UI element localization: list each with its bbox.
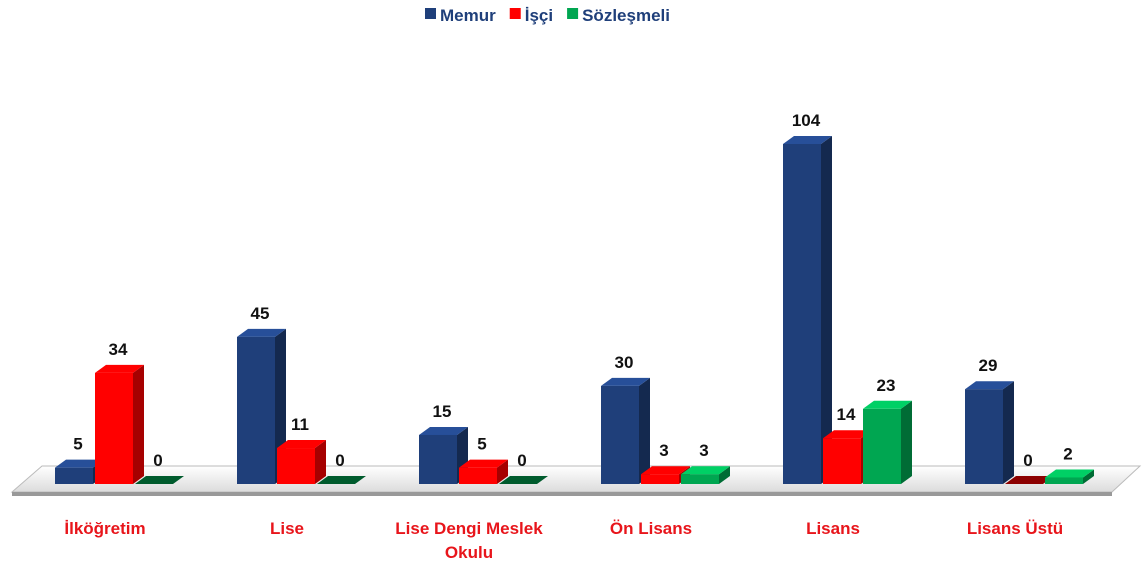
- bar-top: [823, 430, 872, 439]
- data-label: 0: [517, 451, 526, 470]
- bar: [135, 476, 184, 484]
- bar-side: [497, 459, 508, 484]
- bar: [55, 467, 93, 484]
- bar: [317, 476, 366, 484]
- bar-top: [95, 364, 144, 373]
- bar-side: [821, 136, 832, 484]
- bar-side: [133, 364, 144, 484]
- data-label: 34: [109, 340, 128, 359]
- bar: [1005, 476, 1054, 484]
- bar-side: [639, 377, 650, 484]
- x-tick-label: Lise Dengi Meslek Okulu: [395, 519, 543, 562]
- bar: [237, 336, 275, 484]
- data-label: 5: [73, 435, 82, 454]
- legend-label: Sözleşmeli: [582, 6, 670, 25]
- bar-side: [901, 400, 912, 484]
- bar-top: [237, 328, 286, 337]
- data-label: 2: [1063, 444, 1072, 463]
- bar: [681, 474, 719, 484]
- x-tick-label: İlköğretim: [64, 519, 146, 538]
- data-label: 0: [335, 451, 344, 470]
- bar: [601, 385, 639, 484]
- bar-top: [681, 466, 730, 475]
- data-label: 11: [291, 415, 309, 434]
- data-label: 3: [699, 441, 708, 460]
- x-tick-label: Ön Lisans: [609, 519, 693, 538]
- bar-top: [55, 459, 104, 468]
- floor-edge: [12, 492, 1112, 496]
- bar: [499, 476, 548, 484]
- bar: [459, 467, 497, 484]
- bar: [641, 474, 679, 484]
- bar: [863, 408, 901, 484]
- data-label: 0: [153, 451, 162, 470]
- data-label: 14: [837, 405, 856, 424]
- x-tick-label: Lisans: [806, 519, 860, 538]
- bar: [823, 438, 861, 484]
- data-label: 23: [877, 376, 896, 395]
- bar-top: [419, 426, 468, 435]
- legend-swatch: [425, 8, 436, 19]
- bar: [277, 448, 315, 484]
- bar: [1045, 477, 1083, 484]
- data-label: 0: [1023, 451, 1032, 470]
- data-label: 3: [659, 441, 668, 460]
- x-tick-label: Lise: [269, 519, 305, 538]
- bar: [783, 144, 821, 484]
- bar-top: [641, 466, 690, 475]
- bar: [419, 434, 457, 484]
- legend-swatch: [509, 8, 521, 19]
- bar-top: [601, 377, 650, 386]
- bar: [95, 372, 133, 484]
- bar-top: [1045, 469, 1094, 478]
- data-label: 29: [979, 356, 998, 375]
- data-label: 5: [477, 435, 486, 454]
- bar-top: [459, 459, 508, 468]
- bar-side: [315, 440, 326, 484]
- bar-side: [1003, 381, 1014, 484]
- bar-top: [965, 381, 1014, 390]
- data-label: 15: [433, 402, 452, 421]
- bar: [965, 389, 1003, 484]
- legend-label: Memur: [440, 6, 496, 25]
- legend-swatch: [567, 8, 579, 19]
- bar-top: [783, 136, 832, 144]
- legend-label: İşçi: [525, 6, 553, 25]
- bar-top: [863, 400, 912, 409]
- data-label: 104: [792, 111, 821, 130]
- bar-top: [277, 440, 326, 449]
- data-label: 45: [251, 304, 270, 323]
- x-tick-label: Lisans Üstü: [966, 519, 1064, 538]
- data-label: 30: [615, 353, 634, 372]
- bar-side: [1083, 469, 1094, 484]
- bar-side: [719, 466, 730, 484]
